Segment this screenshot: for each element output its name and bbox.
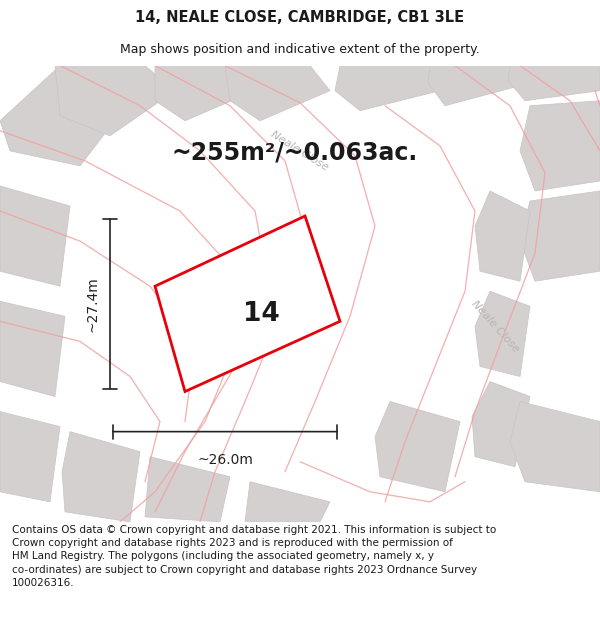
Polygon shape — [55, 66, 175, 136]
Polygon shape — [475, 191, 530, 281]
Polygon shape — [225, 66, 330, 121]
Polygon shape — [472, 381, 530, 467]
Text: Contains OS data © Crown copyright and database right 2021. This information is : Contains OS data © Crown copyright and d… — [12, 525, 496, 588]
Text: Neale Close: Neale Close — [269, 129, 331, 173]
Polygon shape — [0, 186, 70, 286]
Polygon shape — [0, 66, 130, 166]
Polygon shape — [375, 401, 460, 492]
Polygon shape — [520, 191, 600, 281]
Polygon shape — [428, 66, 520, 106]
Text: 14: 14 — [243, 301, 280, 327]
Text: ~255m²/~0.063ac.: ~255m²/~0.063ac. — [172, 141, 418, 165]
Polygon shape — [335, 66, 440, 111]
Polygon shape — [0, 412, 60, 502]
Polygon shape — [520, 101, 600, 191]
Text: Neale Close: Neale Close — [469, 299, 521, 354]
Polygon shape — [145, 457, 230, 522]
Polygon shape — [475, 291, 530, 376]
Text: ~26.0m: ~26.0m — [197, 452, 253, 467]
Text: Map shows position and indicative extent of the property.: Map shows position and indicative extent… — [120, 42, 480, 56]
Polygon shape — [155, 216, 340, 391]
Polygon shape — [155, 66, 255, 121]
Text: ~27.4m: ~27.4m — [85, 276, 99, 332]
Polygon shape — [62, 432, 140, 522]
Polygon shape — [245, 482, 330, 522]
Polygon shape — [510, 401, 600, 492]
Polygon shape — [508, 66, 600, 101]
Polygon shape — [0, 301, 65, 396]
Text: 14, NEALE CLOSE, CAMBRIDGE, CB1 3LE: 14, NEALE CLOSE, CAMBRIDGE, CB1 3LE — [136, 10, 464, 25]
